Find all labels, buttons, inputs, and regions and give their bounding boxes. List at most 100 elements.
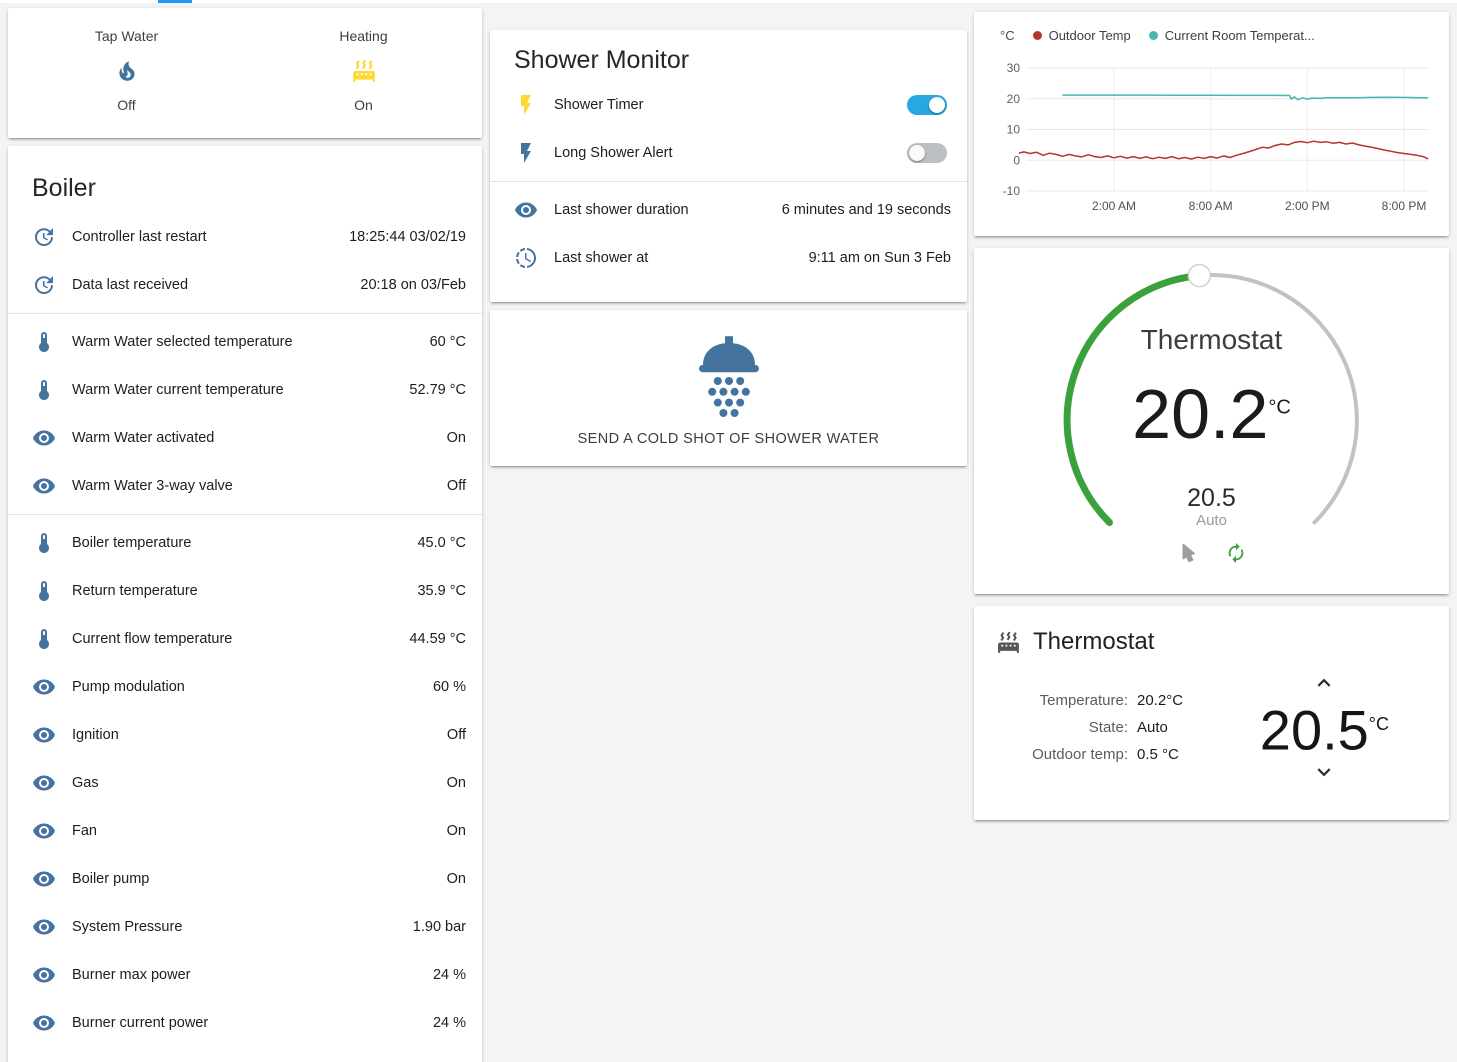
- legend-item-current-room-temperat: Current Room Temperat...: [1148, 28, 1315, 43]
- entity-row-warm-water-current-temperature[interactable]: Warm Water current temperature 52.79 °C: [8, 366, 482, 414]
- boiler-card: Boiler Controller last restart 18:25:44 0…: [8, 146, 482, 1062]
- glance-item-name: Tap Water: [94, 28, 159, 44]
- entity-value: 44.59 °C: [409, 631, 466, 647]
- shower-card-title: Shower Monitor: [514, 46, 690, 74]
- update-glyph: [35, 228, 53, 246]
- glance-item-heating[interactable]: Heating On: [245, 28, 482, 138]
- entity-row-pump-modulation[interactable]: Pump modulation 60 %: [8, 663, 482, 711]
- flash-icon: [514, 141, 538, 165]
- entity-row-boiler-temperature[interactable]: Boiler temperature 45.0 °C: [8, 519, 482, 567]
- entity-row-current-flow-temperature[interactable]: Current flow temperature 44.59 °C: [8, 615, 482, 663]
- autorenew-glyph: [1228, 542, 1243, 564]
- entity-row-system-pressure[interactable]: System Pressure 1.90 bar: [8, 903, 482, 951]
- temperature-history-chart: 30 20 10 0 -10 2:00 AM 8:00 AM 2:00 PM 8:00 PM: [1003, 61, 1429, 213]
- increase-temperature-button[interactable]: [1311, 670, 1337, 696]
- entity-row-last-shower-at[interactable]: Last shower at 9:11 am on Sun 3 Feb: [490, 234, 967, 282]
- flash-glyph: [521, 143, 531, 163]
- entity-label: Pump modulation: [72, 679, 185, 695]
- glance-items: Tap Water Off Heating On: [8, 8, 482, 138]
- legend-item-outdoor-temp: Outdoor Temp: [1032, 28, 1131, 43]
- auto-mode-icon[interactable]: [1225, 542, 1247, 564]
- eye-glyph: [33, 679, 55, 695]
- entity-row-warm-water-3-way-valve[interactable]: Warm Water 3-way valve Off: [8, 462, 482, 510]
- eye-glyph: [33, 727, 55, 743]
- thermometer-icon: [32, 330, 56, 354]
- x-tick-label: 2:00 PM: [1285, 199, 1330, 213]
- dial-handle[interactable]: [1187, 263, 1212, 288]
- entity-row-boiler-pump[interactable]: Boiler pump On: [8, 855, 482, 903]
- entity-label: Last shower at: [554, 250, 649, 266]
- thermometer-glyph: [39, 629, 49, 649]
- entity-row-controller-last-restart[interactable]: Controller last restart 18:25:44 03/02/19: [8, 213, 482, 261]
- progress-clock-glyph: [516, 248, 537, 268]
- toggle-long-shower-alert[interactable]: [907, 143, 947, 163]
- thermostat-info-card: Thermostat Temperature: 20.2°C State: Auto O…: [974, 606, 1449, 820]
- gauge-current-temperature: 20.2°C: [974, 374, 1449, 454]
- glance-item-tap-water[interactable]: Tap Water Off: [8, 28, 245, 138]
- entity-row-shower-timer[interactable]: Shower Timer: [490, 81, 967, 129]
- update-icon: [32, 225, 56, 249]
- attribute-value: Auto: [1137, 718, 1168, 736]
- entity-row-last-shower-duration[interactable]: Last shower duration 6 minutes and 19 sec…: [490, 186, 967, 234]
- series-line-outdoor-temp: [1018, 140, 1429, 160]
- entity-value: 35.9 °C: [417, 583, 466, 599]
- thermometer-icon: [32, 531, 56, 555]
- entity-label: Warm Water activated: [72, 430, 215, 446]
- eye-icon: [32, 771, 56, 795]
- gauge-mode-label: Auto: [1196, 512, 1227, 529]
- x-tick-label: 2:00 AM: [1092, 199, 1136, 213]
- active-tab-indicator: [158, 0, 192, 3]
- thermostat-gauge-card: Thermostat 20.2°C 20.5 Auto: [974, 248, 1449, 594]
- entity-row-gas[interactable]: Gas On: [8, 759, 482, 807]
- gauge-unit: °C: [1268, 396, 1291, 419]
- attribute-value: 20.2°C: [1137, 691, 1184, 709]
- entity-value: 1.90 bar: [412, 919, 466, 935]
- thermometer-icon: [32, 627, 56, 651]
- entity-row-burner-max-power[interactable]: Burner max power 24 %: [8, 951, 482, 999]
- attribute-row-state: State: Auto: [998, 714, 1260, 741]
- progress-clock-icon: [514, 246, 538, 270]
- toggle-knob: [909, 145, 925, 161]
- manual-mode-icon[interactable]: [1177, 542, 1199, 564]
- thermostat-dial: [1063, 263, 1359, 526]
- thermometer-glyph: [39, 380, 49, 400]
- attribute-row-outdoor-temp: Outdoor temp: 0.5 °C: [998, 741, 1260, 768]
- fire-icon: [114, 58, 140, 84]
- eye-glyph: [33, 478, 55, 494]
- glance-item-state: Off: [117, 97, 136, 113]
- eye-glyph: [33, 1015, 55, 1031]
- chevron-down-glyph: [1317, 767, 1331, 776]
- flash-icon: [514, 93, 538, 117]
- eye-glyph: [33, 775, 55, 791]
- entity-value: Off: [446, 727, 466, 743]
- setpoint-unit: °C: [1368, 714, 1389, 734]
- toggle-shower-timer[interactable]: [907, 95, 947, 115]
- entity-label: Gas: [72, 775, 99, 791]
- entity-value: 6 minutes and 19 seconds: [781, 202, 951, 218]
- entity-label: Data last received: [72, 277, 189, 293]
- eye-icon: [32, 426, 56, 450]
- entity-row-burner-current-power[interactable]: Burner current power 24 %: [8, 999, 482, 1047]
- gauge-title: Thermostat: [1140, 324, 1283, 355]
- entity-label: Boiler pump: [72, 871, 150, 887]
- entity-row-warm-water-activated[interactable]: Warm Water activated On: [8, 414, 482, 462]
- y-tick-label: -10: [1003, 184, 1021, 198]
- entity-row-return-temperature[interactable]: Return temperature 35.9 °C: [8, 567, 482, 615]
- top-tab-bar: [0, 0, 1457, 3]
- radiator-glyph: [352, 59, 375, 82]
- dial-track-arc: [1197, 273, 1359, 525]
- entity-row-ignition[interactable]: Ignition Off: [8, 711, 482, 759]
- cursor-glyph: [1182, 543, 1195, 563]
- entity-label: Return temperature: [72, 583, 198, 599]
- entity-row-warm-water-selected-temperature[interactable]: Warm Water selected temperature 60 °C: [8, 318, 482, 366]
- decrease-temperature-button[interactable]: [1311, 759, 1337, 785]
- eye-glyph: [33, 430, 55, 446]
- history-chart-card: °C Outdoor Temp Current Room Temperat... …: [974, 12, 1449, 236]
- entity-row-data-last-received[interactable]: Data last received 20:18 on 03/Feb: [8, 261, 482, 309]
- entity-row-long-shower-alert[interactable]: Long Shower Alert: [490, 129, 967, 177]
- glance-item-state: On: [354, 97, 373, 113]
- entity-row-fan[interactable]: Fan On: [8, 807, 482, 855]
- entity-label: Warm Water current temperature: [72, 382, 284, 398]
- divider: [8, 313, 482, 314]
- cold-shot-button-card[interactable]: SEND A COLD SHOT OF SHOWER WATER: [490, 310, 967, 466]
